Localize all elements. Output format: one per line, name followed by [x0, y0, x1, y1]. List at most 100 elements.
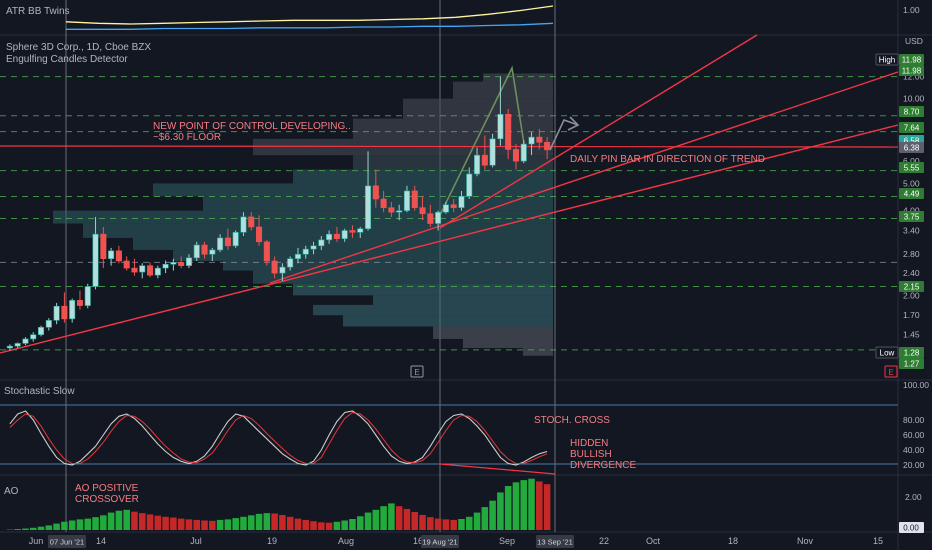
candle-body: [372, 185, 379, 200]
ao-bar: [512, 482, 520, 530]
ao-bar: [224, 519, 232, 530]
candle-body: [38, 327, 45, 335]
ao-bar: [138, 513, 146, 530]
ao-bar: [310, 521, 317, 530]
candle-body: [458, 195, 465, 208]
stoch-line-1: [9, 411, 548, 464]
ao-bar: [84, 518, 92, 530]
volume-profile-band: [293, 169, 553, 184]
ao-bar: [543, 484, 551, 530]
ao-bar: [247, 515, 255, 530]
candle-body: [115, 250, 122, 262]
ao-bar: [349, 519, 356, 530]
ao-annotation-line2: CROSSOVER: [75, 494, 139, 505]
candle-body: [185, 257, 192, 266]
ao-bar: [14, 529, 21, 530]
candle-body: [481, 154, 488, 166]
hidden-annotation-2: BULLISH: [570, 449, 612, 460]
candle-body: [76, 300, 83, 306]
date-badge: 13 Sep '21: [537, 538, 573, 547]
candle-body: [544, 141, 551, 151]
candle-body: [442, 204, 449, 213]
volume-profile-band: [463, 338, 553, 349]
ao-bar: [473, 512, 481, 530]
ao-bar: [76, 519, 84, 530]
candle-body: [528, 136, 535, 145]
time-tick: 14: [96, 536, 106, 546]
volume-profile-band: [373, 295, 553, 305]
ao-annotation-line1: AO POSITIVE: [75, 483, 139, 494]
ao-zero-badge-bg: [899, 522, 924, 533]
event-marker[interactable]: E: [414, 368, 419, 377]
candle-body: [271, 260, 278, 274]
ao-bar: [442, 519, 450, 530]
ao-bar: [92, 517, 99, 530]
candle-body: [61, 305, 68, 320]
ao-bar: [536, 481, 543, 530]
ao-bar: [364, 512, 372, 530]
price-tick: 12.00: [903, 71, 925, 81]
ao-bar: [465, 516, 473, 530]
price-axis[interactable]: 12.0010.009.008.007.006.005.004.003.402.…: [903, 5, 929, 502]
candle-body: [365, 185, 372, 230]
hidden-annotation-1: HIDDEN: [570, 438, 608, 449]
poc-annotation-line2: ~$6.30 FLOOR: [153, 132, 221, 143]
time-axis[interactable]: Jun 14 Jul 19 Aug 16 Sep 22 Oct 18 Nov 15 07 Jun '21…: [29, 535, 883, 548]
ao-bar: [279, 514, 286, 530]
price-badge: 3.75: [904, 213, 920, 222]
price-badge: 2.15: [904, 283, 920, 292]
candle-body: [92, 233, 99, 287]
candle-body: [279, 266, 286, 274]
price-badge: Low: [880, 349, 895, 358]
event-marker-box[interactable]: [410, 365, 424, 378]
atr-axis-tick: 1.00: [903, 5, 920, 15]
candle-body: [178, 262, 185, 266]
candle-body: [396, 210, 403, 213]
ao-bar: [395, 506, 403, 530]
event-marker-2[interactable]: E: [888, 368, 893, 377]
atr-line-0: [65, 5, 554, 25]
ao-bar: [434, 518, 442, 530]
time-tick: Oct: [646, 536, 661, 546]
ao-bar: [333, 521, 341, 530]
date-badge: 07 Jun '21: [50, 538, 84, 547]
ao-bar: [286, 516, 294, 530]
candle-body: [30, 334, 37, 340]
candle-body: [217, 237, 224, 251]
ao-bar: [419, 514, 426, 530]
stochastic-plot: [9, 410, 548, 466]
ao-bar: [209, 520, 216, 530]
price-badges: High 11.98 11.98 8.70 7.64 6.586.38 5.55 4.49 3.…: [875, 53, 924, 533]
price-badge: 8.70: [904, 108, 920, 117]
stoch-tick: 40.00: [903, 445, 925, 455]
ao-bar: [255, 513, 263, 530]
ao-bar: [162, 516, 169, 530]
event-marker-box-2[interactable]: [884, 365, 898, 378]
candle-body: [22, 338, 29, 344]
price-badge: 6.58: [904, 137, 920, 146]
ao-bar: [37, 526, 45, 530]
candle-body: [209, 249, 216, 255]
price-badge-bg: [899, 281, 924, 292]
candle-body: [505, 113, 512, 150]
price-badge: 6.38: [904, 144, 920, 153]
ao-bar: [123, 509, 130, 530]
candle-body: [489, 138, 496, 166]
time-tick: Aug: [338, 536, 354, 546]
price-axis-unit: USD: [905, 36, 923, 46]
price-tick: 3.40: [903, 226, 920, 236]
price-badge: 1.27: [904, 360, 920, 369]
ao-bar: [528, 478, 535, 530]
candle-body: [287, 258, 294, 268]
candle-body: [131, 267, 138, 273]
candle-body: [310, 245, 317, 250]
candle-body: [224, 237, 231, 247]
ao-bar: [68, 520, 76, 530]
time-tick: 15: [873, 536, 883, 546]
ao-bar: [107, 512, 115, 530]
volume-profile-band: [313, 304, 553, 316]
price-badge-bg: [899, 211, 924, 222]
ao-tick: 2.00: [905, 492, 922, 502]
candle-body: [100, 233, 107, 259]
ao-bar: [53, 523, 60, 530]
